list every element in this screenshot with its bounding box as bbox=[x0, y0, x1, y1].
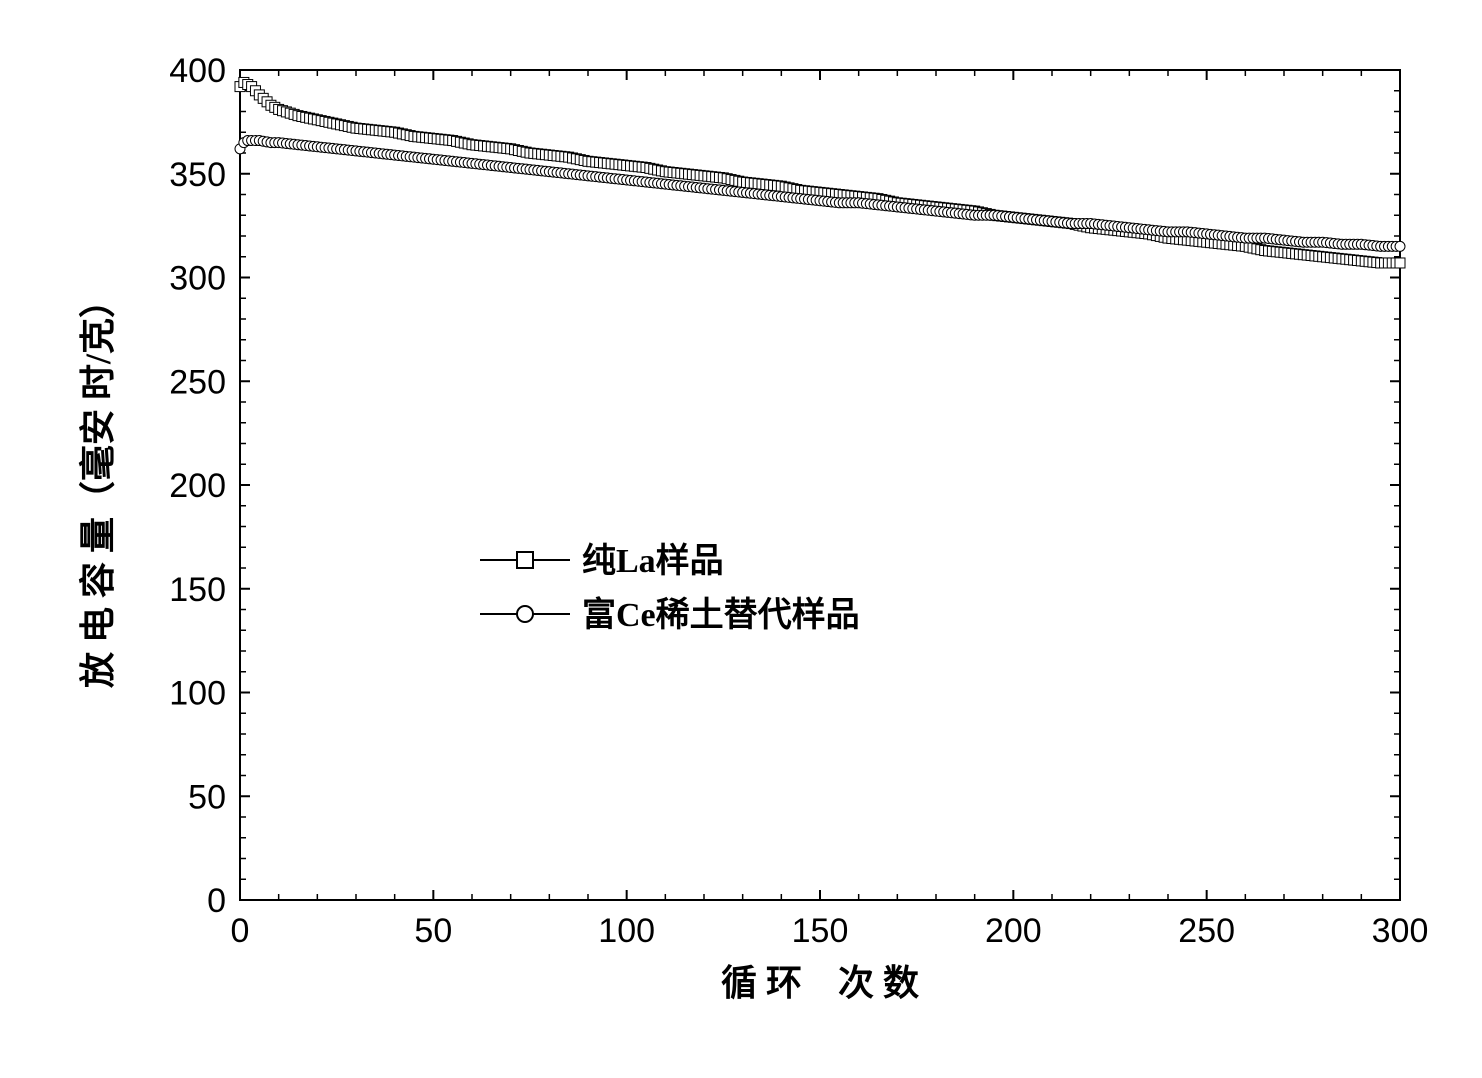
svg-text:0: 0 bbox=[207, 882, 226, 920]
svg-text:300: 300 bbox=[169, 260, 226, 298]
svg-text:50: 50 bbox=[414, 912, 452, 950]
svg-text:400: 400 bbox=[169, 52, 226, 90]
svg-text:250: 250 bbox=[169, 363, 226, 401]
svg-text:200: 200 bbox=[985, 912, 1042, 950]
svg-text:150: 150 bbox=[792, 912, 849, 950]
svg-text:循 环 次 数: 循 环 次 数 bbox=[721, 963, 919, 1003]
svg-text:100: 100 bbox=[598, 912, 655, 950]
svg-text:350: 350 bbox=[169, 156, 226, 194]
svg-text:300: 300 bbox=[1372, 912, 1429, 950]
chart-svg: 0 50 100 150 200 250 300 0 50 100 150 200 250 300 350 4… bbox=[60, 40, 1440, 1040]
svg-text:150: 150 bbox=[169, 571, 226, 609]
svg-text:放 电 容 量（毫安 时/克）: 放 电 容 量（毫安 时/克） bbox=[78, 282, 118, 688]
svg-text:200: 200 bbox=[169, 467, 226, 505]
svg-text:100: 100 bbox=[169, 675, 226, 713]
chart-container: 0 50 100 150 200 250 300 0 50 100 150 200 250 300 350 4… bbox=[60, 40, 1440, 1040]
svg-text:纯La样品: 纯La样品 bbox=[582, 542, 724, 580]
svg-text:50: 50 bbox=[188, 778, 226, 816]
svg-text:0: 0 bbox=[231, 912, 250, 950]
svg-text:富Ce稀土替代样品: 富Ce稀土替代样品 bbox=[582, 595, 860, 634]
svg-text:250: 250 bbox=[1178, 912, 1235, 950]
